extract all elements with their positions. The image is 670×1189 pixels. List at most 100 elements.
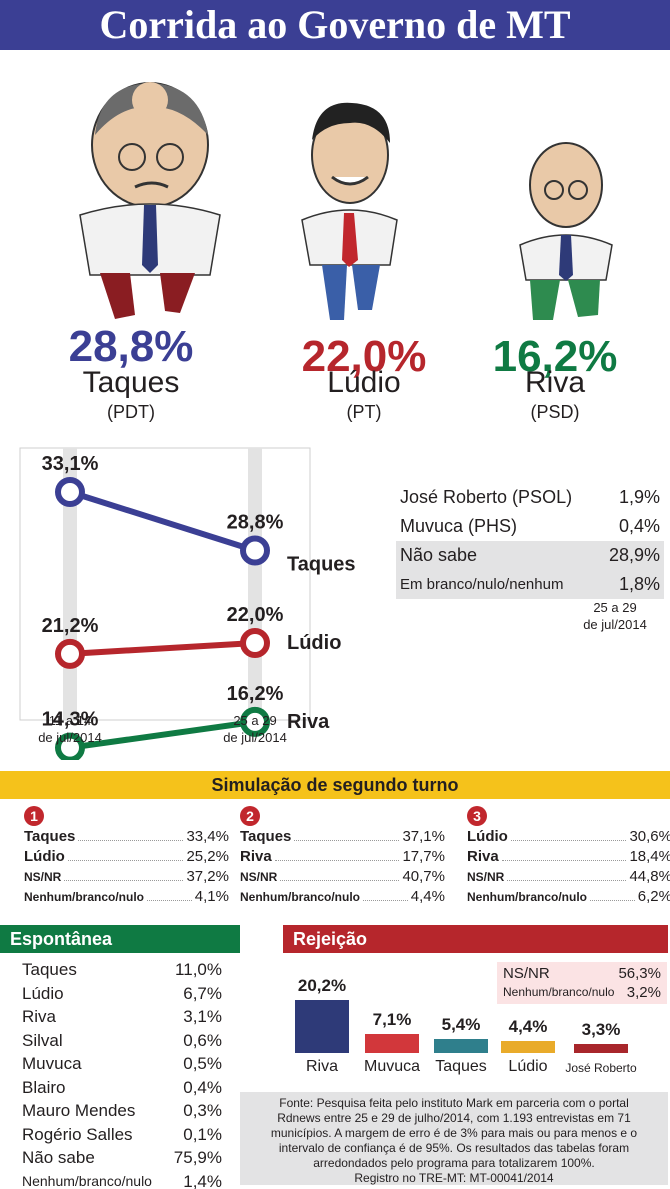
x-tick-label: 11 a 14	[49, 713, 91, 728]
simulation-row: NS/NR 44,8%	[467, 868, 670, 888]
leader-dots	[363, 900, 408, 901]
ludio-headline-pct: 22,0%	[301, 332, 427, 381]
source-line: intervalo de confiança é de 95%. Os resu…	[278, 1141, 630, 1155]
sim-value: 25,2%	[186, 848, 229, 865]
chart-frame	[19, 447, 311, 721]
leader-dots	[507, 880, 627, 881]
data-point	[55, 477, 85, 507]
sim-label: Nenhum/branco/nulo	[467, 890, 587, 904]
series-line-riva	[69, 718, 256, 751]
taques-headline-party: (PDT)	[107, 402, 155, 422]
taques-headline-name: Taques	[82, 366, 180, 399]
sim-value: 40,7%	[402, 868, 445, 885]
nsnr-label: Nenhum/branco/nulo	[503, 985, 615, 999]
rejeicao-category-label: Riva	[305, 1058, 338, 1075]
sim-value: 37,1%	[402, 828, 445, 845]
esp-value: 0,5%	[183, 1054, 222, 1073]
esp-label: Lúdio	[22, 983, 64, 1003]
x-tick-label: de jul/2014	[223, 730, 287, 745]
sim-value: 17,7%	[402, 848, 445, 865]
esp-value: 0,6%	[183, 1030, 222, 1050]
esp-value: 11,0%	[175, 960, 222, 979]
sim-label: Lúdio	[24, 848, 65, 865]
sim-value: 4,4%	[410, 888, 445, 905]
esp-value: 6,7%	[183, 983, 222, 1003]
espontanea-title: Espontânea	[0, 925, 240, 953]
sim-label: Riva	[240, 848, 272, 865]
sim-label: Riva	[467, 848, 499, 865]
esp-value: 1,4%	[183, 1171, 222, 1189]
esp-label: Nenhum/branco/nulo	[22, 1172, 152, 1189]
nsnr-label: NS/NR	[503, 965, 550, 982]
data-point	[240, 535, 270, 566]
simulation-row: Riva 17,7%	[240, 848, 445, 868]
other-row: Muvuca (PHS) 0,4%	[396, 512, 664, 541]
simulation-block-3: 3 Lúdio 30,6% Riva 18,4% NS/NR 44,8% Nenhum…	[467, 806, 670, 908]
other-label: Muvuca (PHS)	[400, 516, 518, 536]
leader-dots	[67, 860, 184, 861]
rejeicao-title: Rejeição	[283, 925, 668, 953]
sim-value: 18,4%	[629, 848, 670, 865]
data-label: 33,1%	[42, 453, 99, 475]
rejeicao-category-label: Muvuca	[363, 1058, 421, 1075]
series-line-taques	[69, 489, 256, 554]
leader-dots	[78, 840, 184, 841]
x-tick-label: 25 a 29	[233, 713, 276, 728]
esp-value: 0,3%	[183, 1101, 222, 1120]
simulation-row: Nenhum/branco/nulo 6,2%	[467, 888, 670, 908]
other-label: Não sabe	[400, 545, 478, 565]
esp-label: Não sabe	[22, 1148, 95, 1167]
sim-label: Nenhum/branco/nulo	[240, 890, 360, 904]
leader-dots	[147, 900, 192, 901]
ludio-headline-name: Lúdio	[327, 366, 401, 399]
sim-value: 37,2%	[186, 868, 229, 885]
espontanea-row: Não sabe 75,9%	[22, 1146, 222, 1170]
date-line: 25 a 29	[593, 600, 637, 615]
simulation-row: NS/NR 40,7%	[240, 868, 445, 888]
sim-label: NS/NR	[467, 870, 505, 884]
espontanea-row: Nenhum/branco/nulo 1,4%	[22, 1170, 222, 1189]
other-label: Em branco/nulo/nenhum	[400, 576, 564, 593]
date-line: de jul/2014	[583, 617, 647, 632]
esp-label: Rogério Salles	[22, 1124, 133, 1144]
simulation-row: Taques 33,4%	[24, 828, 229, 848]
espontanea-row: Silval 0,6%	[22, 1029, 222, 1053]
other-value: 1,9%	[618, 487, 660, 507]
other-row: Em branco/nulo/nenhum 1,8%	[396, 570, 664, 599]
source-note: Fonte: Pesquisa feita pelo instituto Mar…	[240, 1092, 668, 1185]
rejeicao-category-label: José Roberto	[565, 1061, 637, 1075]
sim-label: NS/NR	[24, 870, 62, 884]
data-point	[55, 732, 85, 760]
esp-label: Silval	[22, 1030, 63, 1050]
espontanea-list: Taques 11,0% Lúdio 6,7% Riva 3,1% Silval 0,6…	[22, 958, 222, 1189]
esp-value: 0,1%	[183, 1124, 222, 1144]
esp-label: Muvuca	[22, 1054, 82, 1073]
leader-dots	[590, 900, 635, 901]
nsnr-row: NS/NR 56,3%	[503, 964, 661, 983]
scenario-number-badge: 3	[467, 806, 487, 826]
sim-value: 33,4%	[186, 828, 229, 845]
nsnr-value: 3,2%	[626, 984, 661, 1001]
simulation-row: Lúdio 25,2%	[24, 848, 229, 868]
sim-value: 4,1%	[194, 888, 229, 905]
scenario-number-badge: 2	[240, 806, 260, 826]
taques-caricature	[79, 82, 221, 319]
data-label: 22,0%	[227, 604, 284, 626]
other-row: Não sabe 28,9%	[396, 541, 664, 570]
simulation-row: Riva 18,4%	[467, 848, 670, 868]
x-tick-label: de jul/2014	[38, 730, 102, 745]
taques-headline-pct: 28,8%	[68, 322, 194, 371]
esp-label: Riva	[22, 1007, 57, 1026]
sim-label: Taques	[24, 828, 76, 845]
sim-label: Lúdio	[467, 828, 508, 845]
esp-value: 0,4%	[183, 1077, 222, 1097]
rejeicao-bar	[501, 1041, 555, 1053]
data-label: 16,2%	[227, 683, 284, 705]
sim-label: Nenhum/branco/nulo	[24, 890, 144, 904]
leader-dots	[280, 880, 400, 881]
sim-value: 6,2%	[637, 888, 670, 905]
data-point	[55, 638, 85, 669]
data-point	[240, 706, 270, 737]
nsnr-row: Nenhum/branco/nulo 3,2%	[503, 983, 661, 1002]
series-name-label: Taques	[287, 553, 356, 575]
